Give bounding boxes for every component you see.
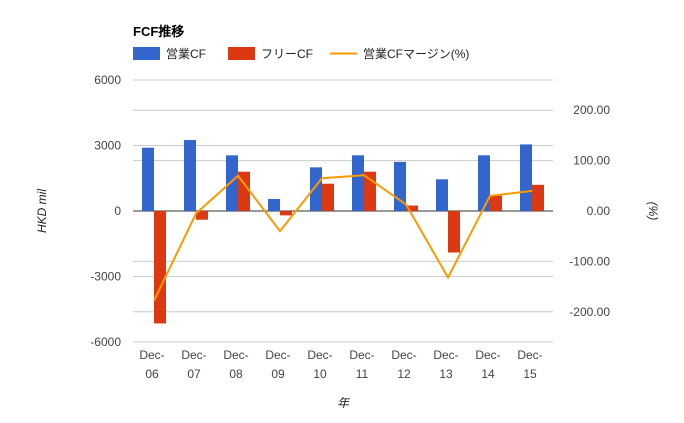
y2-axis-title: (%) bbox=[646, 202, 660, 221]
operating-cf-bar bbox=[352, 155, 364, 211]
y-tick-label: 0 bbox=[114, 204, 121, 218]
x-tick-label: Dec- bbox=[139, 348, 164, 362]
left-axis-ticks: 6000 3000 0 -3000 -6000 bbox=[90, 73, 121, 349]
y-tick-label: -3000 bbox=[90, 270, 121, 284]
bars bbox=[142, 140, 544, 324]
x-tick-label: 14 bbox=[481, 367, 495, 381]
y-tick-label: 6000 bbox=[94, 73, 121, 87]
x-tick-label: Dec- bbox=[475, 348, 500, 362]
free-cf-bar bbox=[280, 211, 292, 216]
y2-tick-label: -200.00 bbox=[569, 305, 610, 319]
operating-cf-bar bbox=[436, 179, 448, 211]
y2-tick-label: 0.00 bbox=[587, 204, 611, 218]
free-cf-bar bbox=[532, 184, 544, 211]
free-cf-bar bbox=[322, 183, 334, 211]
x-tick-label: Dec- bbox=[265, 348, 290, 362]
x-tick-label: 08 bbox=[229, 367, 243, 381]
free-cf-bar bbox=[406, 205, 418, 211]
right-axis-ticks: 200.00 100.00 0.00 -100.00 -200.00 bbox=[569, 103, 610, 319]
free-cf-bar bbox=[238, 171, 250, 211]
x-tick-label: Dec- bbox=[391, 348, 416, 362]
y-tick-label: 3000 bbox=[94, 139, 121, 153]
x-axis-title: 年 bbox=[337, 396, 351, 410]
legend-swatch bbox=[228, 47, 255, 60]
operating-cf-bar bbox=[142, 147, 154, 211]
x-tick-label: Dec- bbox=[307, 348, 332, 362]
x-tick-label: 11 bbox=[356, 367, 369, 381]
free-cf-bar bbox=[154, 211, 166, 324]
y2-tick-label: 200.00 bbox=[573, 103, 610, 117]
x-tick-label: 12 bbox=[397, 367, 411, 381]
y2-tick-label: -100.00 bbox=[569, 254, 610, 268]
y-tick-label: -6000 bbox=[90, 335, 121, 349]
x-tick-label: 09 bbox=[271, 367, 285, 381]
x-tick-label: Dec- bbox=[181, 348, 206, 362]
free-cf-bar bbox=[196, 211, 208, 220]
x-tick-label: Dec- bbox=[349, 348, 374, 362]
operating-cf-bar bbox=[310, 167, 322, 211]
x-tick-label: 06 bbox=[145, 367, 159, 381]
operating-cf-bar bbox=[520, 144, 532, 211]
legend: 営業CF フリーCF 営業CFマージン(%) bbox=[133, 47, 469, 61]
x-tick-label: 13 bbox=[439, 367, 453, 381]
free-cf-bar bbox=[448, 211, 460, 253]
y2-tick-label: 100.00 bbox=[573, 154, 610, 168]
operating-cf-bar bbox=[184, 140, 196, 211]
margin-line bbox=[153, 174, 533, 302]
legend-label: 営業CFマージン(%) bbox=[363, 47, 469, 61]
x-tick-label: Dec- bbox=[223, 348, 248, 362]
x-axis-ticks: Dec- 06 Dec- 07 Dec- 08 Dec- 09 Dec- 10 Dec- 11 Dec-… bbox=[139, 348, 542, 381]
x-tick-label: Dec- bbox=[517, 348, 542, 362]
x-tick-label: 07 bbox=[187, 367, 201, 381]
legend-swatch bbox=[133, 47, 160, 60]
y-axis-title: HKD mil bbox=[35, 189, 49, 233]
x-tick-label: 10 bbox=[313, 367, 327, 381]
x-tick-label: Dec- bbox=[433, 348, 458, 362]
margin-series-line bbox=[153, 174, 533, 302]
chart-title: FCF推移 bbox=[133, 24, 184, 39]
legend-label: 営業CF bbox=[166, 47, 206, 61]
operating-cf-bar bbox=[268, 198, 280, 211]
legend-label: フリーCF bbox=[261, 47, 313, 61]
operating-cf-bar bbox=[226, 155, 238, 211]
operating-cf-bar bbox=[478, 155, 490, 211]
free-cf-bar bbox=[490, 195, 502, 211]
x-tick-label: 15 bbox=[523, 367, 537, 381]
